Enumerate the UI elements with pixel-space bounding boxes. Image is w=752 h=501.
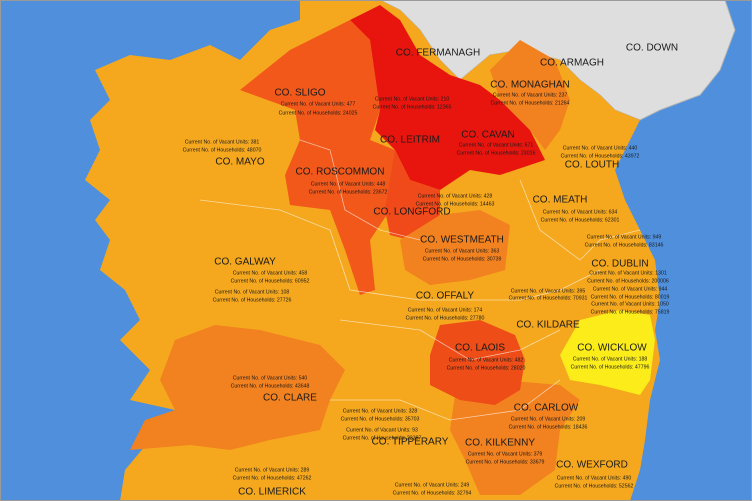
region-stat: Current No. of Households: 22387	[343, 435, 422, 441]
region-stat: Current No. of Households: 47262	[233, 475, 312, 481]
region-stat: Current No. of Vacant Units: 1050	[591, 301, 669, 307]
region-stat: Current No. of Vacant Units: 210	[375, 96, 450, 102]
region-stat: Current No. of Households: 200006	[587, 278, 669, 284]
region-stat: Current No. of Vacant Units: 949	[587, 234, 662, 240]
region-stat: Current No. of Households: 60952	[231, 278, 310, 284]
region-label: CO. LONGFORD	[373, 207, 450, 218]
region-stat: Current No. of Vacant Units: 108	[215, 289, 290, 295]
border	[519, 179, 641, 261]
region-stat: Current No. of Households: 18436	[509, 424, 588, 430]
region-label: CO. MONAGHAN	[490, 80, 569, 91]
region-stat: Current No. of Households: 27726	[213, 297, 292, 303]
region-label: CO. ROSCOMMON	[296, 167, 385, 178]
region-kilkenny	[450, 380, 580, 495]
region-label: CO. DOWN	[626, 43, 678, 54]
region-westmeath	[400, 210, 510, 285]
region-stat: Current No. of Households: 75819	[591, 309, 670, 315]
region-label: CO. TIPPERARY	[372, 437, 449, 448]
region-stat: Current No. of Vacant Units: 237	[493, 92, 568, 98]
region-stat: Current No. of Vacant Units: 634	[543, 209, 618, 215]
region-longford	[385, 150, 440, 240]
region-stat: Current No. of Households: 32794	[393, 490, 472, 496]
region-label: CO. CAVAN	[461, 130, 515, 141]
region-stat: Current No. of Households: 12365	[373, 104, 452, 110]
border	[299, 139, 421, 241]
region-stat: Current No. of Vacant Units: 289	[235, 467, 310, 473]
region-stat: Current No. of Households: 83146	[585, 242, 664, 248]
region-label: CO. GALWAY	[214, 257, 276, 268]
region-stat: Current No. of Households: 24025	[279, 110, 358, 116]
region-stat: Current No. of Vacant Units: 209	[511, 416, 586, 422]
region-stat: Current No. of Households: 33679	[466, 459, 545, 465]
region-stat: Current No. of Vacant Units: 381	[185, 139, 260, 145]
region-laois	[430, 320, 525, 405]
region-clare	[130, 325, 345, 450]
region-label: CO. SLIGO	[274, 88, 325, 99]
region-stat: Current No. of Vacant Units: 395	[511, 288, 586, 294]
region-label: CO. CARLOW	[514, 403, 579, 414]
region-stat: Current No. of Vacant Units: 379	[468, 451, 543, 457]
labels: CO. FERMANAGH CO. ARMAGH CO. DOWN CO. SLIGO…	[183, 43, 678, 498]
region-label: CO. FERMANAGH	[396, 48, 480, 59]
region-stat: Current No. of Households: 43648	[231, 383, 310, 389]
region-stat: Current No. of Households: 80019	[591, 294, 670, 300]
region-stat: Current No. of Households: 47796	[571, 364, 650, 370]
region-stat: Current No. of Households: 23672	[309, 189, 388, 195]
region-stat: Current No. of Vacant Units: 249	[395, 482, 470, 488]
region-stat: Current No. of Vacant Units: 363	[425, 248, 500, 254]
region-stat: Current No. of Households: 27780	[406, 315, 485, 321]
region-label: CO. WICKLOW	[577, 343, 647, 354]
region-stat: Current No. of Households: 35703	[341, 416, 420, 422]
region-label: CO. LEITRIM	[380, 135, 440, 146]
region-stat: Current No. of Households: 30739	[423, 256, 502, 262]
region-stat: Current No. of Vacant Units: 174	[408, 307, 483, 313]
region-stat: Current No. of Households: 23016	[457, 150, 536, 156]
region-label: CO. KILKENNY	[465, 438, 535, 449]
region-label: CO. MAYO	[215, 157, 264, 168]
region-stat: Current No. of Vacant Units: 540	[233, 375, 308, 381]
region-stat: Current No. of Households: 14463	[416, 201, 495, 207]
region-label: CO. WEXFORD	[556, 460, 628, 471]
border	[339, 319, 561, 361]
region-stat: Current No. of Vacant Units: 448	[311, 181, 386, 187]
region-stat: Current No. of Households: 43972	[561, 153, 640, 159]
region-stat: Current No. of Vacant Units: 458	[233, 270, 308, 276]
region-stat: Current No. of Vacant Units: 671	[459, 142, 534, 148]
region-label: CO. DUBLIN	[591, 259, 648, 270]
border	[199, 199, 601, 301]
region-stat: Current No. of Households: 62301	[541, 217, 620, 223]
region-label: CO. LIMERICK	[238, 487, 306, 498]
region-label: CO. WESTMEATH	[420, 235, 504, 246]
region-stat: Current No. of Vacant Units: 188	[573, 356, 648, 362]
region-stat: Current No. of Vacant Units: 477	[281, 101, 356, 107]
region-stat: Current No. of Households: 48070	[183, 147, 262, 153]
region-dark-orange	[240, 20, 395, 295]
region-red	[350, 5, 545, 190]
county-borders	[199, 139, 641, 421]
region-label: CO. CLARE	[263, 393, 317, 404]
region-stat: Current No. of Vacant Units: 93	[346, 427, 418, 433]
region-label: CO. KILDARE	[516, 320, 580, 331]
region-stat: Current No. of Vacant Units: 428	[418, 193, 493, 199]
region-label: CO. LAOIS	[455, 343, 505, 354]
region-stat: Current No. of Vacant Units: 944	[593, 286, 668, 292]
region-stat: Current No. of Households: 28020	[447, 365, 526, 371]
region-stat: Current No. of Vacant Units: 440	[563, 145, 638, 151]
region-label: CO. ARMAGH	[540, 58, 604, 69]
region-stat: Current No. of Vacant Units: 490	[557, 475, 632, 481]
region-label: CO. MEATH	[533, 195, 588, 206]
region-stat: Current No. of Vacant Units: 1301	[589, 270, 667, 276]
region-label: CO. LOUTH	[565, 160, 619, 171]
region-stat: Current No. of Vacant Units: 328	[343, 408, 418, 414]
region-stat: Current No. of Households: 70931	[509, 295, 588, 301]
border	[330, 379, 561, 421]
region-stat: Current No. of Vacant Units: 482	[449, 357, 524, 363]
region-stat: Current No. of Households: 21264	[491, 100, 570, 106]
region-monaghan	[490, 40, 570, 150]
region-stat: Current No. of Households: 52562	[555, 483, 634, 489]
region-wicklow	[560, 310, 655, 395]
region-label: CO. OFFALY	[416, 291, 474, 302]
